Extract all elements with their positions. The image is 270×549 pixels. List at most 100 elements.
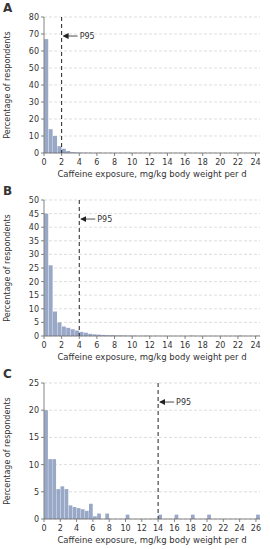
grid-line xyxy=(44,119,260,120)
y-tick-label: 15 xyxy=(29,433,39,442)
grid-line xyxy=(44,491,260,492)
x-tick-label: 16 xyxy=(180,158,190,167)
x-tick xyxy=(202,336,203,339)
x-tick-label: 22 xyxy=(233,158,243,167)
bar xyxy=(81,509,85,519)
bars xyxy=(44,214,260,336)
y-tick-label: 5 xyxy=(34,318,39,327)
x-tick xyxy=(109,519,110,522)
x-tick-label: 14 xyxy=(153,524,163,533)
x-axis-label: Caffeine exposure, mg/kg body weight per… xyxy=(57,169,246,179)
x-tick-label: 2 xyxy=(58,524,63,533)
bars xyxy=(44,39,101,153)
x-tick xyxy=(125,519,126,522)
y-tick xyxy=(41,213,44,214)
x-tick xyxy=(141,519,142,522)
bar xyxy=(44,214,48,336)
x-tick xyxy=(237,153,238,156)
bar xyxy=(52,459,56,519)
x-tick xyxy=(223,519,224,522)
grid-line xyxy=(44,240,260,241)
y-tick xyxy=(41,491,44,492)
x-tick-label: 0 xyxy=(41,341,46,350)
x-tick xyxy=(220,153,221,156)
bar xyxy=(60,486,64,519)
x-tick-label: 24 xyxy=(250,158,260,167)
bar xyxy=(65,489,69,519)
x-tick-label: 24 xyxy=(235,524,245,533)
x-tick-label: 22 xyxy=(218,524,228,533)
x-tick xyxy=(132,153,133,156)
y-tick-label: 20 xyxy=(29,406,39,415)
x-axis xyxy=(44,153,260,154)
bar xyxy=(158,515,162,519)
y-tick-label: 15 xyxy=(29,291,39,300)
bar xyxy=(53,136,57,153)
bar xyxy=(71,329,75,336)
reference-line xyxy=(158,383,159,519)
y-tick xyxy=(41,383,44,384)
y-tick xyxy=(41,519,44,520)
y-tick xyxy=(41,119,44,120)
x-tick-label: 12 xyxy=(145,341,155,350)
y-tick-label: 35 xyxy=(29,237,39,246)
x-tick xyxy=(239,519,240,522)
y-tick xyxy=(41,85,44,86)
x-tick-label: 4 xyxy=(77,158,82,167)
x-tick-label: 16 xyxy=(180,341,190,350)
bar xyxy=(49,265,53,336)
panel: 05101520253035404550P9502468101214161820… xyxy=(3,184,261,362)
y-tick-label: 0 xyxy=(34,332,39,341)
bar xyxy=(85,511,89,519)
y-tick-label: 5 xyxy=(34,488,39,497)
panel-label: A xyxy=(3,1,13,15)
panel: 0510152025P9502468101214161820222426Caff… xyxy=(3,367,261,545)
y-tick xyxy=(41,410,44,411)
x-tick xyxy=(79,153,80,156)
bar xyxy=(75,331,79,336)
grid-line xyxy=(44,281,260,282)
x-tick xyxy=(237,336,238,339)
y-tick xyxy=(41,240,44,241)
annotation-label: P95 xyxy=(176,398,191,407)
y-tick-label: 40 xyxy=(29,223,39,232)
y-tick xyxy=(41,295,44,296)
y-tick-label: 50 xyxy=(29,196,39,205)
bar xyxy=(126,515,130,519)
bar xyxy=(73,507,77,519)
y-tick-label: 20 xyxy=(29,115,39,124)
bar xyxy=(62,326,66,336)
y-tick-label: 80 xyxy=(29,13,39,22)
y-tick xyxy=(41,136,44,137)
x-tick-label: 20 xyxy=(202,524,212,533)
grid-line xyxy=(44,227,260,228)
x-tick-label: 6 xyxy=(90,524,95,533)
bar xyxy=(49,129,53,153)
y-tick-label: 50 xyxy=(29,64,39,73)
x-tick-label: 12 xyxy=(145,158,155,167)
x-tick-label: 8 xyxy=(112,341,117,350)
annotation-label: P95 xyxy=(80,32,95,41)
panel-label: C xyxy=(3,367,12,381)
bar xyxy=(69,505,73,519)
grid-line xyxy=(44,153,260,154)
bar xyxy=(44,39,48,153)
x-tick-label: 0 xyxy=(41,158,46,167)
y-tick-label: 0 xyxy=(34,515,39,524)
x-tick xyxy=(190,519,191,522)
y-tick-label: 0 xyxy=(34,149,39,158)
x-tick-label: 4 xyxy=(77,341,82,350)
x-tick xyxy=(60,519,61,522)
x-tick xyxy=(207,519,208,522)
x-tick-label: 16 xyxy=(169,524,179,533)
x-tick-label: 8 xyxy=(112,158,117,167)
x-tick xyxy=(61,153,62,156)
y-tick xyxy=(41,308,44,309)
x-tick-label: 14 xyxy=(162,158,172,167)
grid-line xyxy=(44,254,260,255)
y-tick-label: 30 xyxy=(29,98,39,107)
x-tick xyxy=(76,519,77,522)
x-tick xyxy=(255,519,256,522)
y-tick xyxy=(41,68,44,69)
grid-line xyxy=(44,85,260,86)
